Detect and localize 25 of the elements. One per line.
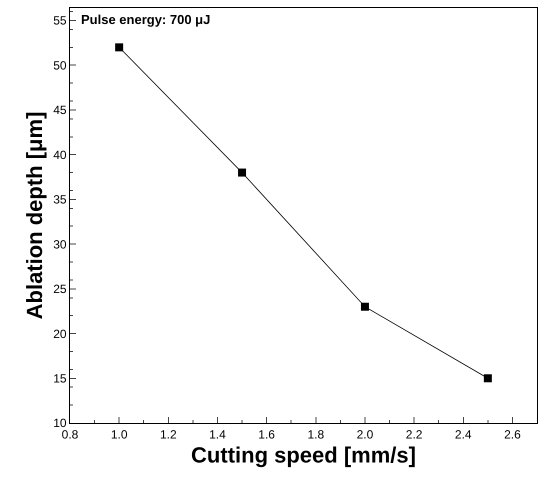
x-tick-label: 1.2 xyxy=(160,427,177,442)
y-tick-label: 40 xyxy=(53,148,67,162)
x-tick-label: 1.6 xyxy=(258,427,276,442)
x-tick-label: 2.0 xyxy=(356,427,374,442)
x-tick-label: 1.0 xyxy=(110,427,128,442)
point xyxy=(360,302,369,311)
x-tick-label: 2.6 xyxy=(504,427,522,442)
x-tick-label: 1.8 xyxy=(307,427,324,442)
x-axis-title: Cutting speed [mm/s] xyxy=(191,442,416,468)
point xyxy=(484,374,492,382)
x-tick-label: 2.2 xyxy=(406,427,423,442)
y-tick-label: 30 xyxy=(53,237,67,252)
y-axis-title: Ablation depth [μm] xyxy=(22,112,48,320)
y-tick-label: 35 xyxy=(53,192,67,207)
point xyxy=(115,43,124,52)
y-tick-label: 45 xyxy=(53,103,67,118)
y-tick-label: 25 xyxy=(53,282,67,296)
y-tick-label: 50 xyxy=(53,58,67,72)
y-tick-label: 15 xyxy=(53,371,67,386)
y-tick-label: 55 xyxy=(53,14,67,28)
y-tick-label: 20 xyxy=(53,326,67,341)
x-tick-label: 2.4 xyxy=(454,427,472,442)
point xyxy=(238,168,246,177)
annotation: Pulse energy: 700 μJ xyxy=(81,12,210,27)
x-tick-label: 1.4 xyxy=(209,427,226,442)
